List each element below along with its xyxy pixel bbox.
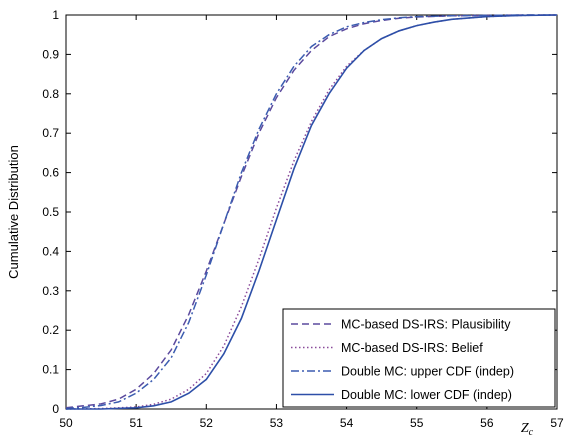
- y-axis-label: Cumulative Distribution: [6, 145, 21, 279]
- legend-box: [282, 308, 556, 408]
- y-tick-label: 0.3: [42, 284, 59, 298]
- y-tick-label: 0.1: [42, 363, 59, 377]
- y-tick-label: 0.4: [42, 244, 59, 258]
- y-tick-label: 1: [52, 8, 59, 22]
- y-tick-label: 0: [52, 402, 59, 416]
- series-line-1: [65, 14, 557, 409]
- x-tick-label: 52: [200, 416, 214, 430]
- x-tick-label: 53: [270, 416, 284, 430]
- series-lines: [65, 14, 558, 410]
- x-tick-label: 50: [59, 416, 73, 430]
- x-tick-label: 57: [550, 416, 564, 430]
- x-axis-label-subscript: c: [529, 427, 534, 437]
- y-tick-label: 0.2: [42, 323, 59, 337]
- y-tick-label: 0.5: [42, 205, 59, 219]
- y-tick-label: 0.6: [42, 166, 59, 180]
- x-axis-label-main: Z: [521, 421, 529, 436]
- legend-label-3: Double MC: upper CDF (indep): [341, 365, 514, 379]
- y-tick-label: 0.8: [42, 87, 59, 101]
- y-tick-label: 0.9: [42, 47, 59, 61]
- x-axis-label: Zc: [521, 421, 534, 437]
- legend-label-2: MC-based DS-IRS: Belief: [341, 341, 483, 355]
- legend-label-1: MC-based DS-IRS: Plausibility: [341, 318, 511, 332]
- x-tick-label: 56: [480, 416, 494, 430]
- y-tick-label: 0.7: [42, 126, 59, 140]
- x-tick-label: 55: [410, 416, 424, 430]
- series-line-4: [66, 14, 558, 410]
- x-tick-label: 51: [129, 416, 143, 430]
- x-tick-label: 54: [340, 416, 354, 430]
- series-line-3: [65, 14, 557, 410]
- legend: MC-based DS-IRS: Plausibility MC-based DS…: [282, 308, 556, 408]
- legend-label-4: Double MC: lower CDF (indep): [341, 388, 512, 402]
